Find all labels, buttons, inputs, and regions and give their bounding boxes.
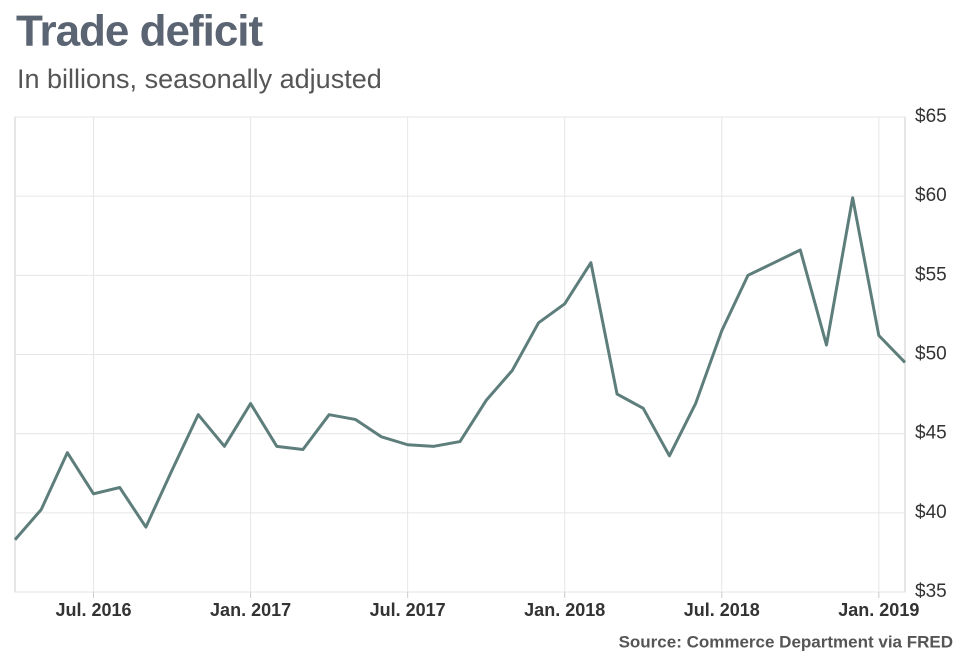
- y-tick-label: $60: [915, 185, 947, 206]
- y-tick-label: $40: [915, 502, 947, 523]
- x-tick-label: Jul. 2018: [684, 600, 760, 620]
- x-tick-label: Jul. 2016: [55, 600, 131, 620]
- y-tick-label: $55: [915, 264, 947, 285]
- y-tick-label: $50: [915, 344, 947, 365]
- y-tick-label: $65: [915, 106, 947, 127]
- x-tick-label: Jul. 2017: [370, 600, 446, 620]
- source-note: Source: Commerce Department via FRED: [619, 632, 953, 651]
- x-tick-label: Jan. 2017: [210, 600, 291, 620]
- x-tick-label: Jan. 2018: [524, 600, 605, 620]
- chart-title: Trade deficit: [16, 7, 264, 56]
- data-line: [13, 196, 907, 541]
- y-tick-label: $35: [915, 581, 947, 602]
- x-tick-label: Jan. 2019: [838, 600, 919, 620]
- y-tick-label: $45: [915, 423, 947, 444]
- chart-subtitle: In billions, seasonally adjusted: [17, 64, 382, 94]
